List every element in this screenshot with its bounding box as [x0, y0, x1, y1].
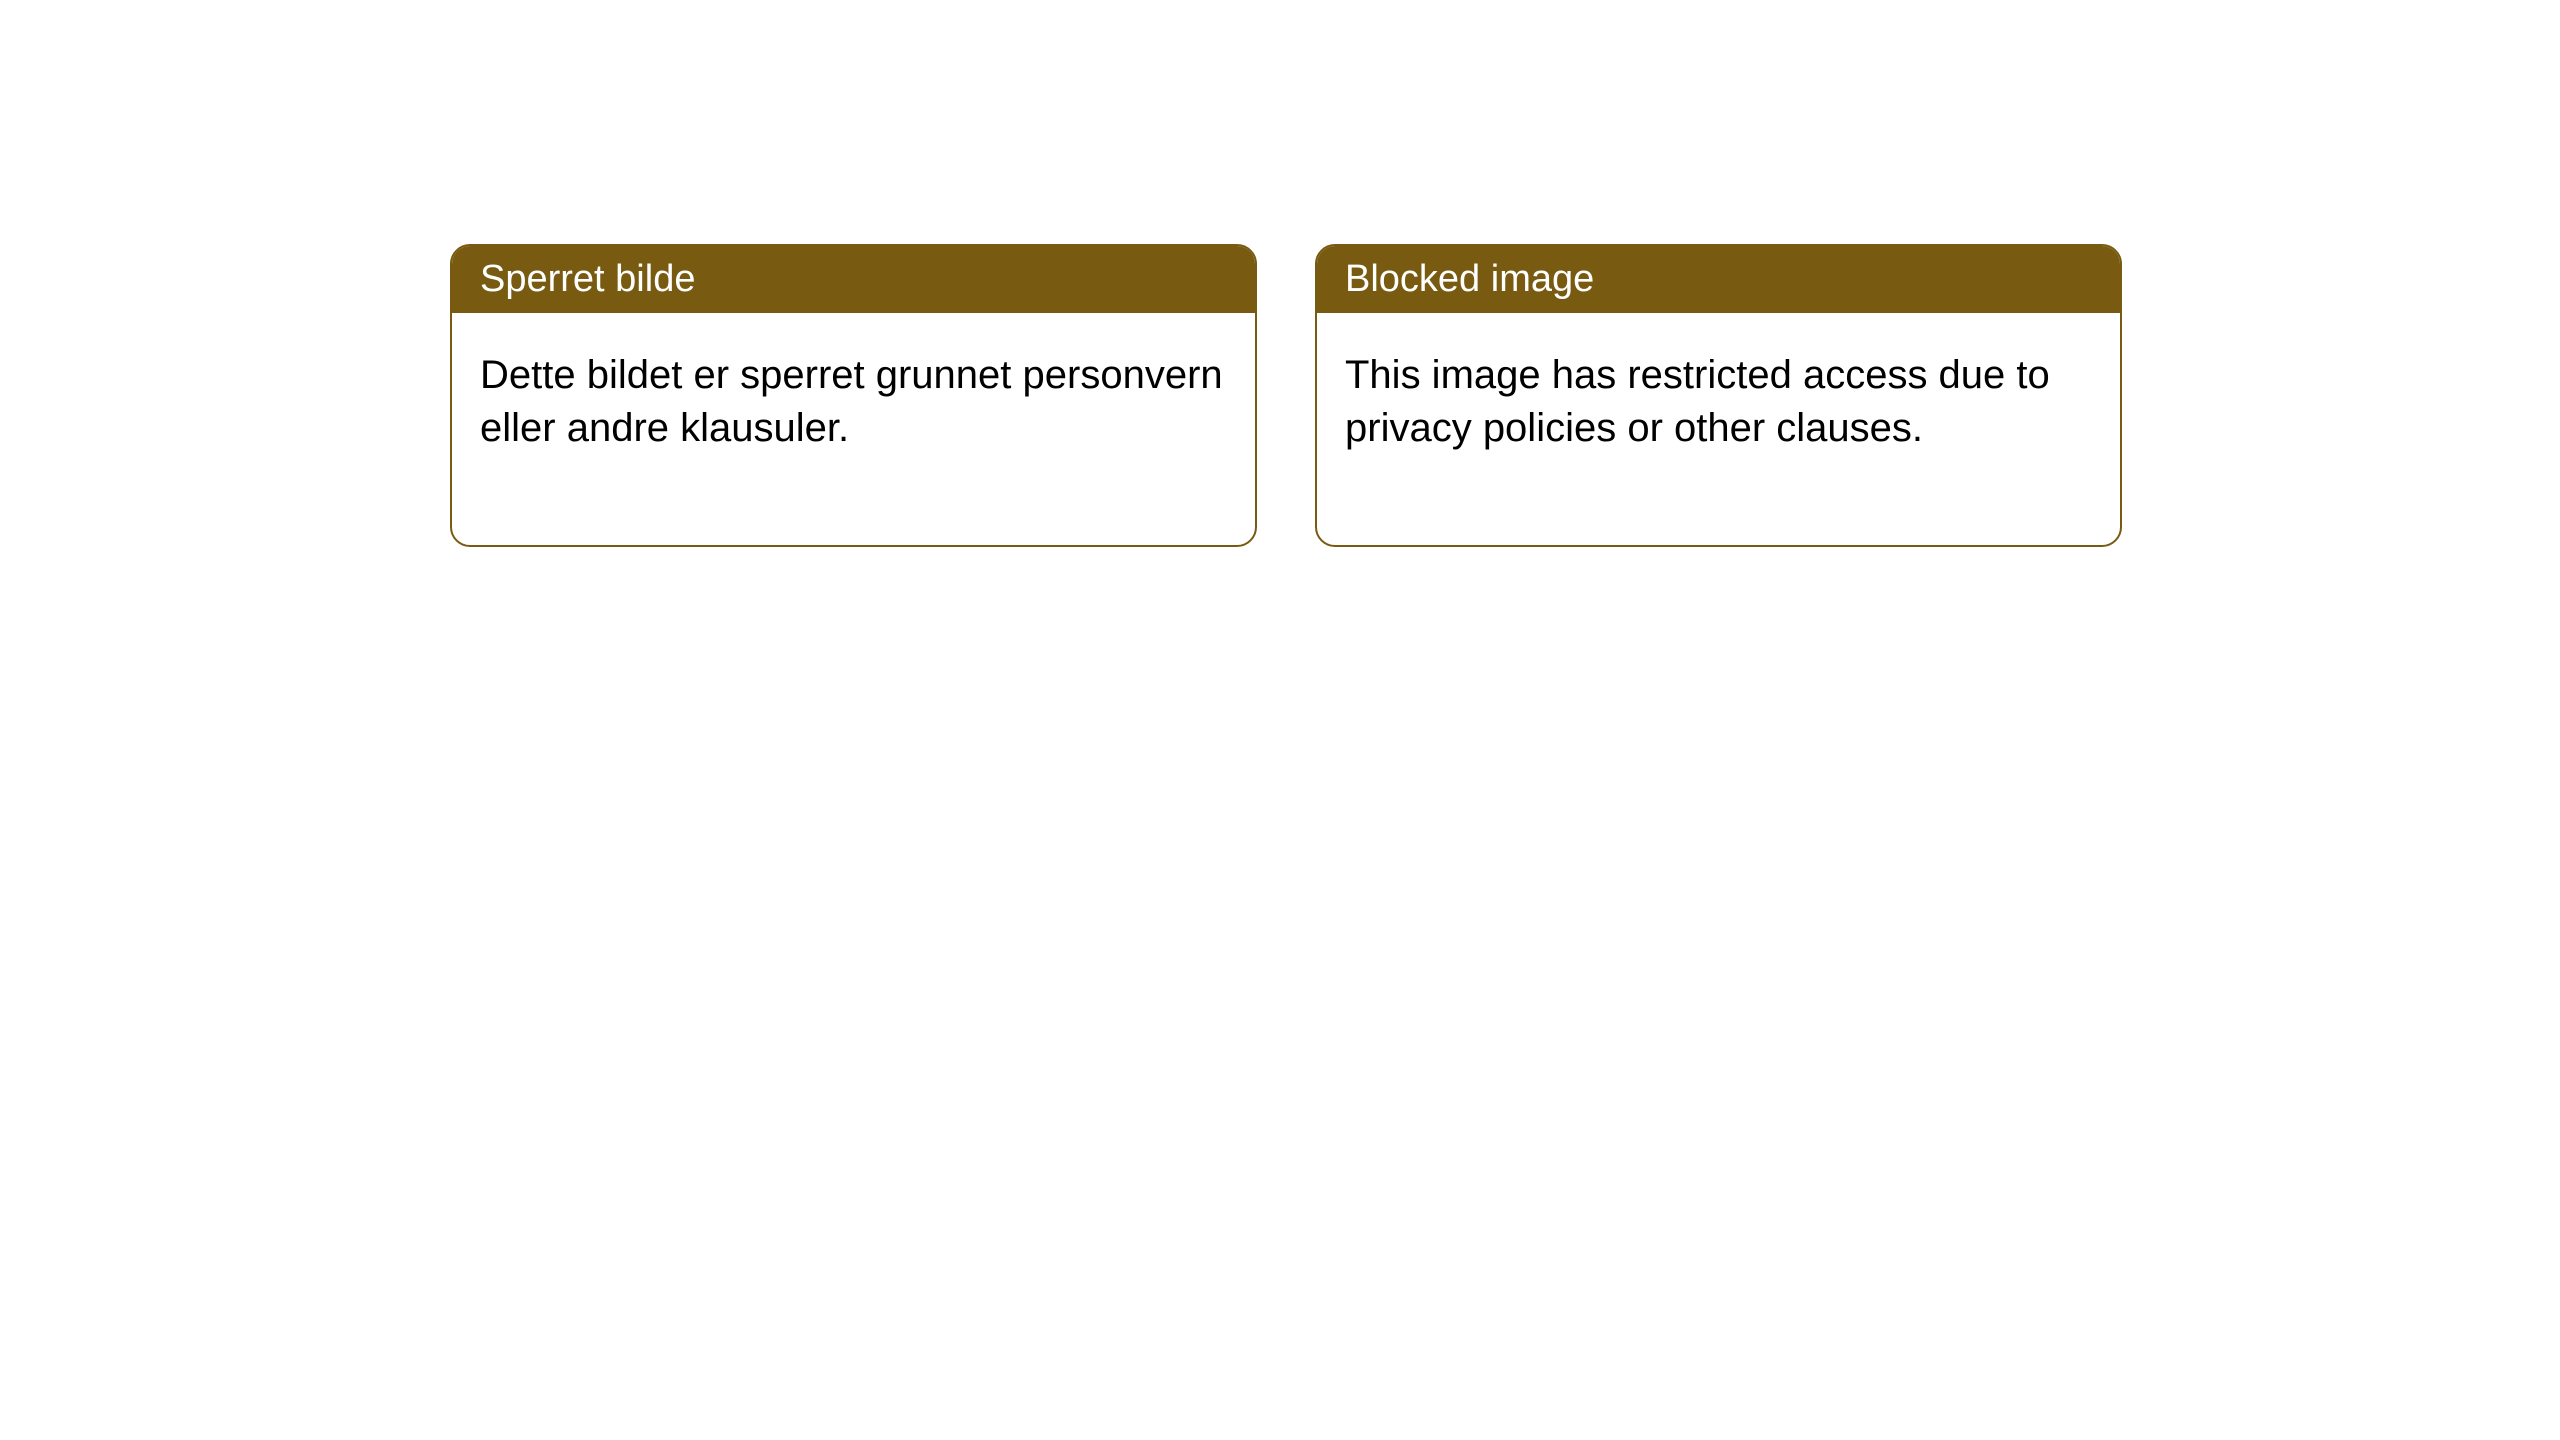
notice-body: Dette bildet er sperret grunnet personve…: [452, 313, 1255, 545]
notice-header: Blocked image: [1317, 246, 2120, 313]
notice-header: Sperret bilde: [452, 246, 1255, 313]
notice-body-text: Dette bildet er sperret grunnet personve…: [480, 353, 1223, 450]
notice-container: Sperret bilde Dette bildet er sperret gr…: [0, 0, 2560, 547]
notice-card-norwegian: Sperret bilde Dette bildet er sperret gr…: [450, 244, 1257, 547]
notice-card-english: Blocked image This image has restricted …: [1315, 244, 2122, 547]
notice-body-text: This image has restricted access due to …: [1345, 353, 2050, 450]
notice-header-text: Blocked image: [1345, 258, 1594, 300]
notice-header-text: Sperret bilde: [480, 258, 695, 300]
notice-body: This image has restricted access due to …: [1317, 313, 2120, 545]
